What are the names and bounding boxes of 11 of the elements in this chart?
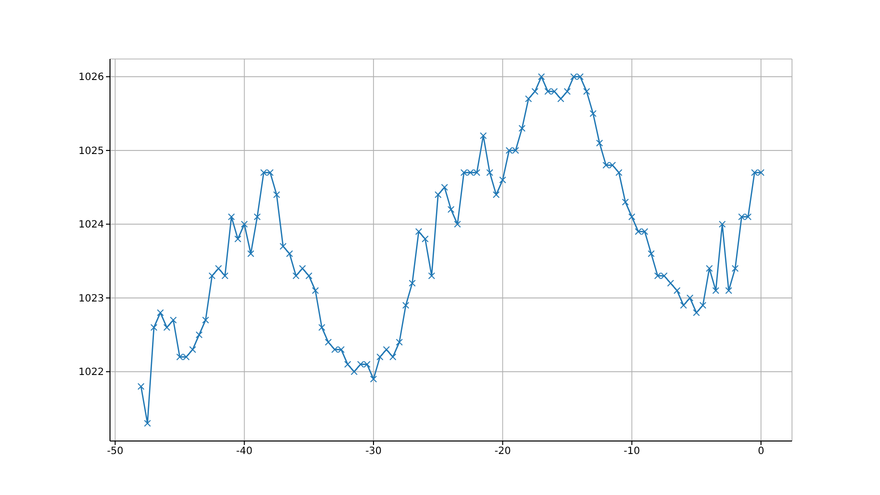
x-tick-label: -50 — [106, 446, 124, 458]
x-tick-label: -40 — [236, 446, 253, 458]
x-tick-label: -20 — [494, 446, 511, 458]
y-tick-label: 1026 — [78, 72, 104, 84]
y-tick-label: 1023 — [78, 293, 104, 304]
x-tick-label: -30 — [365, 446, 382, 458]
x-tick-label: 0 — [758, 446, 764, 458]
y-tick-label: 1025 — [78, 146, 104, 157]
y-tick-label: 1024 — [78, 220, 104, 231]
x-tick-label: -10 — [624, 446, 640, 458]
y-tick-label: 1022 — [78, 367, 104, 378]
